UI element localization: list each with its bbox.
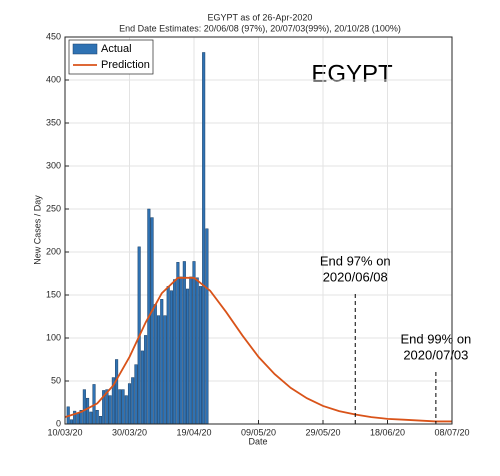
bar: [198, 286, 202, 425]
annotation: 2020/06/08: [323, 269, 388, 284]
y-tick-label: 300: [46, 160, 61, 170]
bar: [182, 261, 186, 425]
bar: [176, 262, 180, 425]
bar: [153, 304, 157, 425]
bar: [144, 335, 148, 425]
bar: [118, 389, 122, 425]
legend-label: Prediction: [101, 59, 150, 71]
bar: [186, 288, 190, 425]
country-label: EGYPT: [311, 60, 393, 87]
y-tick-label: 100: [46, 332, 61, 342]
x-axis-label: Date: [248, 436, 267, 446]
chart-subtitle: End Date Estimates: 20/06/08 (97%), 20/0…: [119, 23, 401, 33]
bar: [156, 315, 161, 425]
bar: [89, 411, 93, 425]
bar: [205, 228, 209, 425]
y-tick-label: 0: [56, 418, 61, 428]
y-tick-label: 250: [46, 203, 61, 213]
x-tick-label: 30/03/20: [112, 427, 147, 437]
plot-frame: [64, 36, 453, 425]
y-tick-label: 400: [46, 74, 61, 84]
bar: [108, 395, 112, 425]
y-tick-label: 150: [46, 289, 61, 299]
x-tick-label: 08/07/20: [434, 427, 469, 437]
bar: [166, 286, 170, 425]
y-tick-label: 450: [46, 31, 61, 41]
bar: [192, 261, 196, 425]
bar: [150, 217, 154, 425]
y-tick-label: 50: [51, 375, 61, 385]
annotation: End 97% on: [320, 253, 391, 268]
prediction-line: [64, 276, 452, 423]
bar: [160, 299, 164, 425]
annotation: End 99% on: [400, 331, 471, 346]
bar: [131, 377, 135, 425]
bar: [169, 290, 173, 425]
y-axis-label: New Cases / Day: [32, 195, 42, 265]
annotation: 2020/07/03: [403, 347, 468, 362]
bar: [82, 389, 86, 425]
bar: [202, 52, 206, 425]
bar: [173, 279, 177, 425]
bar: [121, 389, 125, 425]
bar: [134, 364, 138, 425]
bar: [179, 276, 183, 425]
x-tick-label: 19/04/20: [176, 427, 211, 437]
bar: [115, 359, 119, 425]
bar: [98, 416, 103, 425]
bar: [95, 409, 99, 425]
y-tick-label: 350: [46, 117, 61, 127]
chart-title: EGYPT as of 26-Apr-2020: [208, 12, 313, 22]
bar: [163, 315, 167, 425]
x-tick-label: 29/05/20: [305, 427, 340, 437]
bar: [76, 412, 80, 425]
bar: [127, 383, 132, 425]
y-tick-label: 200: [46, 246, 61, 256]
legend-swatch: [72, 43, 98, 55]
legend-label: Actual: [101, 43, 132, 55]
bar: [189, 276, 193, 425]
bar: [140, 350, 144, 425]
bar: [195, 277, 199, 425]
x-tick-label: 09/05/20: [241, 427, 276, 437]
bar: [86, 397, 90, 425]
x-tick-label: 18/06/20: [370, 427, 405, 437]
x-tick-label: 10/03/20: [47, 427, 82, 437]
bar: [69, 419, 73, 425]
bar: [124, 395, 128, 425]
